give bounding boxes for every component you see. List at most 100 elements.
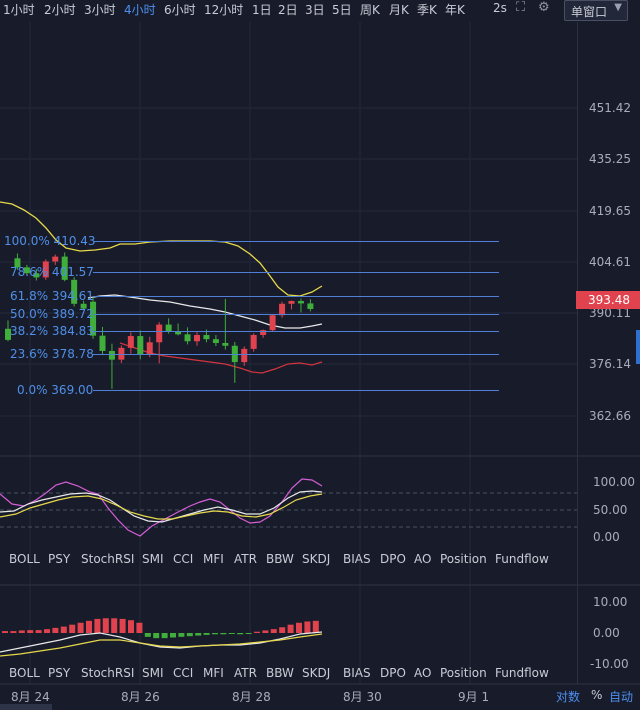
window-select[interactable]: 单窗口 ▼ — [564, 0, 628, 21]
histogram-yellow-line — [0, 633, 323, 657]
candle-body — [52, 256, 59, 262]
tab-bbw[interactable]: BBW — [266, 552, 294, 566]
tab-stochrsi[interactable]: StochRSI — [81, 666, 135, 680]
skdj-yellow-line — [0, 493, 323, 520]
price-tick: 419.65 — [589, 204, 631, 218]
histogram-bar — [119, 618, 126, 633]
log-scale-toggle[interactable]: 对数 — [556, 690, 581, 704]
tf-2h[interactable]: 2小时 — [44, 3, 76, 17]
auto-scale-toggle[interactable]: 自动 — [609, 690, 634, 704]
tab-dpo[interactable]: DPO — [380, 666, 406, 680]
settings-icon[interactable]: ⚙ — [538, 0, 550, 15]
tab-skdj[interactable]: SKDJ — [302, 552, 331, 566]
tf-month[interactable]: 月K — [389, 3, 409, 17]
candle-body — [307, 303, 314, 309]
percent-scale-toggle[interactable]: % — [591, 688, 603, 702]
histogram-bar — [220, 633, 227, 635]
histogram-bar — [128, 620, 134, 633]
fib-label-500: 50.0% 389.72 — [10, 307, 94, 321]
tab-bbw[interactable]: BBW — [266, 666, 294, 680]
tab-position[interactable]: Position — [440, 666, 487, 680]
candle-body — [14, 258, 21, 268]
tf-5d[interactable]: 5日 — [332, 3, 352, 17]
tab-position[interactable]: Position — [440, 552, 487, 566]
histogram-bar — [270, 629, 277, 633]
price-tick: 451.42 — [589, 101, 631, 115]
histogram-bar — [237, 633, 244, 635]
boll-upper-line — [0, 201, 323, 297]
tab-psy[interactable]: PSY — [48, 552, 71, 566]
candle-body — [146, 342, 153, 355]
skdj-axis-tick: 0.00 — [593, 530, 620, 544]
tf-2d[interactable]: 2日 — [278, 3, 298, 17]
tab-atr[interactable]: ATR — [234, 666, 257, 680]
histogram-white-line — [0, 631, 323, 653]
tab-ao[interactable]: AO — [414, 666, 432, 680]
fib-line-100 — [93, 241, 499, 242]
histogram-bar — [94, 618, 101, 633]
date-tick: 8月 28 — [232, 690, 271, 704]
tab-bias[interactable]: BIAS — [343, 552, 371, 566]
tf-quarter[interactable]: 季K — [417, 3, 437, 17]
histogram-bar — [86, 620, 92, 633]
refresh-interval[interactable]: 2s — [493, 1, 507, 15]
date-tick: 9月 1 — [458, 690, 490, 704]
tf-3h[interactable]: 3小时 — [84, 3, 116, 17]
histogram-bar — [52, 627, 59, 633]
tab-cci[interactable]: CCI — [173, 552, 194, 566]
tf-3d[interactable]: 3日 — [305, 3, 325, 17]
expand-icon[interactable]: ⛶ — [516, 0, 526, 15]
histogram-bar — [178, 633, 185, 637]
candle-body — [61, 256, 68, 280]
candle-body — [80, 303, 87, 309]
candle-body — [250, 335, 257, 349]
tf-4h[interactable]: 4小时 — [124, 3, 156, 17]
tab-mfi[interactable]: MFI — [203, 666, 224, 680]
indicator-tabs-lower: BOLL PSY StochRSI SMI CCI MFI ATR BBW SK… — [0, 665, 577, 683]
candle-body — [71, 279, 78, 304]
tab-psy[interactable]: PSY — [48, 666, 71, 680]
candle-body — [241, 348, 248, 363]
histogram-bar — [144, 633, 151, 637]
tab-ao[interactable]: AO — [414, 552, 432, 566]
skdj-panel — [0, 478, 577, 537]
fib-label-786: 78.6% 401.57 — [10, 265, 94, 279]
window-select-label: 单窗口 — [571, 5, 608, 19]
tab-cci[interactable]: CCI — [173, 666, 194, 680]
tf-12h[interactable]: 12小时 — [204, 3, 244, 17]
tf-1h[interactable]: 1小时 — [3, 3, 35, 17]
candle-body — [222, 342, 229, 346]
tab-bias[interactable]: BIAS — [343, 666, 371, 680]
candle-body — [260, 330, 267, 336]
tab-boll[interactable]: BOLL — [9, 552, 40, 566]
histogram-bar — [27, 630, 34, 633]
price-tick: 404.61 — [589, 255, 631, 269]
histogram-bar — [195, 633, 202, 636]
tf-year[interactable]: 年K — [445, 3, 465, 17]
candle-body — [108, 350, 115, 360]
tf-1d[interactable]: 1日 — [252, 3, 272, 17]
tab-boll[interactable]: BOLL — [9, 666, 40, 680]
tab-mfi[interactable]: MFI — [203, 552, 224, 566]
tab-stochrsi[interactable]: StochRSI — [81, 552, 135, 566]
histogram-bar — [203, 633, 210, 635]
tab-dpo[interactable]: DPO — [380, 552, 406, 566]
time-scrollbar[interactable] — [0, 704, 52, 710]
histogram-bar — [60, 626, 67, 633]
tab-atr[interactable]: ATR — [234, 552, 257, 566]
tab-fundflow[interactable]: Fundflow — [495, 666, 549, 680]
candle-body — [203, 335, 210, 340]
fib-label-236: 23.6% 378.78 — [10, 347, 94, 361]
histogram-bar — [170, 633, 176, 638]
tab-skdj[interactable]: SKDJ — [302, 666, 331, 680]
tf-week[interactable]: 周K — [360, 3, 380, 17]
histogram-bar — [212, 633, 218, 635]
candle-body — [184, 334, 191, 342]
tf-6h[interactable]: 6小时 — [164, 3, 196, 17]
tab-smi[interactable]: SMI — [142, 666, 164, 680]
tab-smi[interactable]: SMI — [142, 552, 164, 566]
tab-fundflow[interactable]: Fundflow — [495, 552, 549, 566]
skdj-white-line — [0, 490, 323, 523]
scroll-edge-handle[interactable] — [636, 330, 640, 364]
